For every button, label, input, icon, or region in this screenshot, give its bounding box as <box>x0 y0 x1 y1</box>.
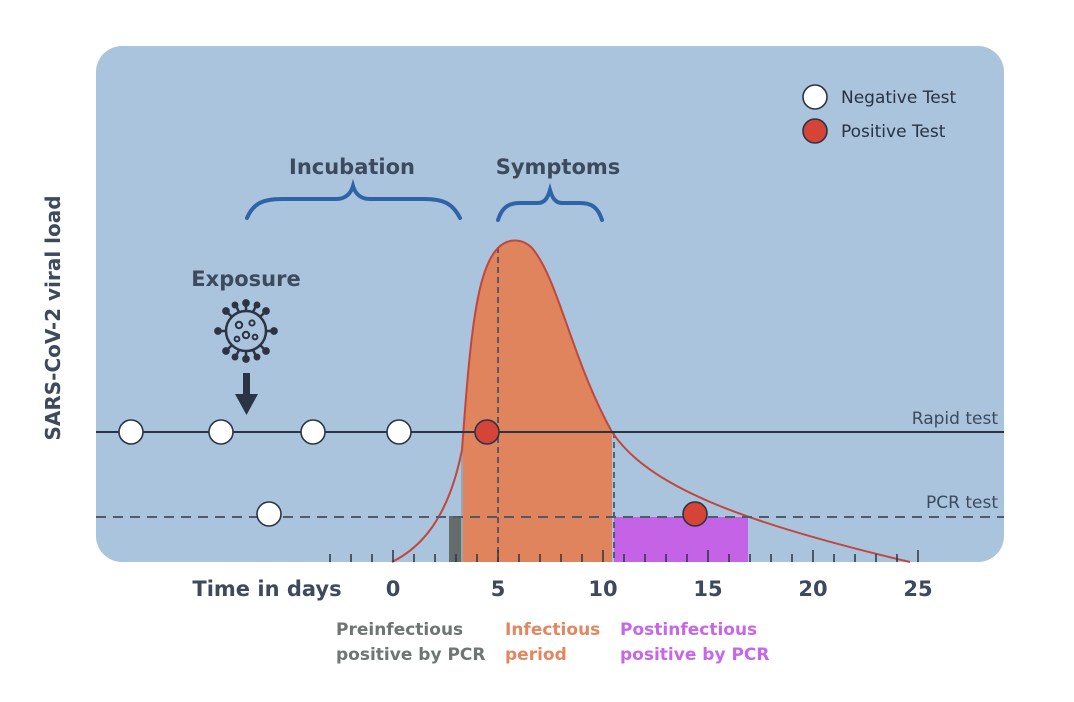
arrow-down-icon <box>235 373 258 415</box>
legend: Negative Test Positive Test <box>802 84 957 144</box>
incubation-brace <box>245 178 462 220</box>
legend-negative-label: Negative Test <box>841 88 957 108</box>
negative-test-marker <box>300 419 326 445</box>
x-tick-label: 5 <box>491 577 506 601</box>
x-axis-label: Time in days <box>192 577 341 601</box>
legend-positive-marker <box>802 118 828 144</box>
pcr-test-label: PCR test <box>926 493 998 513</box>
x-tick-label: 25 <box>903 577 932 601</box>
infectious-period-area <box>462 240 612 562</box>
virus-icon <box>214 299 278 363</box>
rapid-test-markers <box>118 419 500 445</box>
postinfectious-period-area <box>614 517 748 562</box>
postinfectious-caption-line2: positive by PCR <box>620 645 769 665</box>
infectious-caption-line1: Infectious <box>505 620 600 640</box>
negative-test-marker <box>208 419 234 445</box>
preinfectious-period-area <box>449 516 462 562</box>
negative-test-marker <box>118 419 144 445</box>
preinfectious-caption-line1: Preinfectious <box>336 620 463 640</box>
preinfectious-caption-line2: positive by PCR <box>336 645 485 665</box>
x-tick-label: 15 <box>693 577 722 601</box>
viral-load-curve <box>391 239 911 563</box>
legend-positive-label: Positive Test <box>841 122 946 142</box>
legend-negative-marker <box>802 84 828 110</box>
pcr-test-markers <box>256 501 708 527</box>
exposure-label: Exposure <box>191 267 300 291</box>
incubation-label: Incubation <box>289 155 415 179</box>
x-axis-ticks <box>329 550 919 562</box>
infectious-caption-line2: period <box>505 645 567 665</box>
negative-test-marker <box>386 419 412 445</box>
y-axis-label: SARS-CoV-2 viral load <box>41 195 65 440</box>
rapid-test-label: Rapid test <box>912 409 999 429</box>
x-tick-labels: 0 5 10 15 20 25 <box>386 577 933 601</box>
postinfectious-caption-line1: Postinfectious <box>620 620 757 640</box>
negative-test-marker <box>256 501 282 527</box>
positive-test-marker <box>474 419 500 445</box>
x-tick-label: 10 <box>588 577 617 601</box>
x-tick-label: 20 <box>798 577 827 601</box>
symptoms-label: Symptoms <box>496 155 621 179</box>
x-tick-label: 0 <box>386 577 401 601</box>
positive-test-marker <box>682 501 708 527</box>
symptoms-brace <box>496 182 604 222</box>
